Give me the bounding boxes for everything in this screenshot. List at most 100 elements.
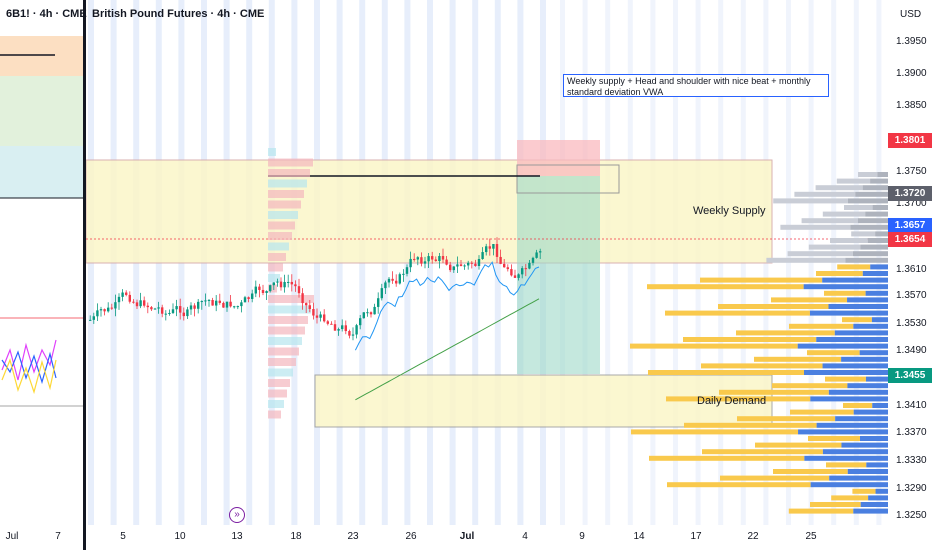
candle-body [290,281,293,285]
candle-body [463,265,466,267]
candle-body [287,281,290,283]
candle-body [305,303,308,306]
candle-body [351,334,355,336]
price-tag[interactable]: 1.3801 [888,133,932,148]
volume-profile-bar [808,244,861,250]
price-tag[interactable]: 1.3720 [888,186,932,201]
candle-body [179,306,182,313]
volume-profile-bar [862,271,888,276]
candle-body [117,296,121,303]
volume-profile-bar [857,218,888,224]
candle-body [348,331,351,336]
volume-profile-bar [847,297,888,303]
volume-profile-bar [841,356,888,362]
candle-body [182,312,185,317]
volume-profile-bar [807,350,860,356]
volume-profile-bar [684,422,817,428]
volume-profile-bar [649,455,805,461]
volume-profile-bar [859,350,888,356]
candle-body [405,267,409,274]
candle-body [96,310,99,317]
candle-body [233,306,236,308]
session-profile-bar [268,368,293,377]
candle-body [470,262,473,264]
candle-body [143,300,146,306]
volume-profile-bar [666,396,811,402]
session-profile-bar [268,337,302,345]
volume-profile-bar [810,482,888,488]
candle-body [477,258,481,266]
volume-profile-bar [830,238,868,243]
session-profile-bar [268,263,283,272]
price-axis-label: 1.3700 [896,198,927,209]
price-axis-label: 1.3250 [896,510,927,521]
candle-body [110,307,113,309]
candle-body [222,302,225,308]
neckline-box [516,164,620,194]
currency-label[interactable]: USD [900,9,922,20]
volume-profile-bar [772,383,848,389]
volume-profile-bar [836,178,871,184]
volume-profile-bar [720,475,830,481]
candle-body [531,257,535,263]
date-axis-label: 25 [805,531,817,542]
volume-profile-bar [877,172,888,177]
volume-profile-bar [804,455,888,461]
session-profile-bar [268,389,287,398]
volume-profile-bar [702,449,823,455]
price-tag[interactable]: 1.3657 [888,218,932,233]
candle-body [380,288,383,299]
candle-body [513,275,517,278]
volume-profile-bar [826,462,867,468]
replay-icon[interactable]: » [229,507,245,523]
candle-body [495,244,499,257]
price-tag[interactable]: 1.3654 [888,232,932,247]
vwap-line [354,261,540,351]
volume-profile-bar [648,370,804,375]
candle-body [539,251,542,253]
volume-profile-bar [852,488,876,494]
candle-body [99,309,103,311]
candle-body [171,309,175,313]
volume-profile-bar [804,370,888,375]
candle-body [362,312,365,319]
candle-body [297,286,301,294]
session-profile-bar [268,148,276,156]
candle-body [499,256,502,264]
volume-profile-bar [841,442,888,448]
candle-body [413,258,416,260]
panel-divider[interactable] [83,0,86,550]
price-tag[interactable]: 1.3455 [888,368,932,383]
volume-profile-bar [824,290,866,296]
volume-profile-bar [837,264,871,270]
candle-body [452,266,455,271]
candle-body [369,312,373,315]
session-profile-bar [268,200,301,209]
volume-profile-bar [875,231,888,237]
candle-body [481,252,484,259]
volume-profile-bar [844,205,873,210]
volume-profile-bar [718,304,829,309]
date-axis-label: 10 [174,531,186,542]
volume-profile-bar [866,462,888,468]
session-profile-bar [268,158,313,167]
candle-body [366,312,369,314]
candle-body [276,281,279,283]
session-profile-bar [268,190,304,198]
price-axis-label: 1.3610 [896,264,927,275]
candle-body [308,305,311,310]
candle-body [236,306,239,308]
candle-body [215,300,218,306]
volume-profile-bar [822,449,888,455]
volume-profile-bar [631,429,799,435]
candle-body [434,259,437,262]
volume-profile-bar [787,251,853,257]
volume-profile-bar [860,436,888,441]
candle-body [517,274,520,278]
session-profile-bar [268,410,281,419]
date-axis-label: 23 [347,531,359,542]
candle-body [294,284,297,287]
session-profile-bar [268,274,280,282]
annotation-note[interactable]: Weekly supply + Head and shoulder with n… [563,74,829,97]
